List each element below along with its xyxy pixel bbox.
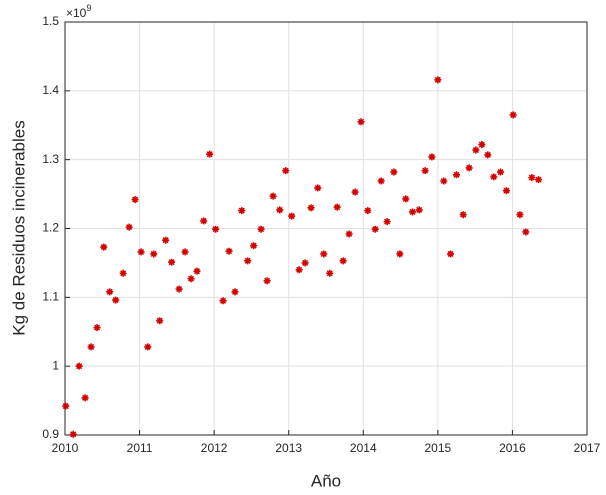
- y-tick-label: 1.4: [42, 83, 59, 97]
- x-tick-label: 2010: [52, 441, 79, 455]
- point: [257, 225, 265, 233]
- point: [175, 285, 183, 293]
- point: [225, 247, 233, 255]
- point: [119, 269, 127, 277]
- point: [415, 206, 423, 214]
- point: [106, 288, 114, 296]
- point: [87, 343, 95, 351]
- point: [263, 277, 271, 285]
- point: [453, 171, 460, 179]
- y-axis-label: Kg de Residuos incinerables: [9, 120, 28, 335]
- y-tick-label: 0.9: [42, 427, 59, 441]
- point: [478, 141, 486, 149]
- point: [295, 266, 303, 274]
- point: [509, 111, 517, 119]
- x-tick-label: 2015: [425, 441, 452, 455]
- point: [231, 288, 239, 296]
- point: [269, 192, 277, 200]
- x-axis-label: Año: [311, 471, 341, 490]
- y-tick-label: 1: [52, 358, 59, 372]
- point: [490, 173, 498, 181]
- point: [371, 225, 379, 233]
- point: [484, 151, 492, 159]
- y-tick-label: 1.2: [42, 221, 59, 235]
- point: [206, 150, 214, 158]
- point: [357, 118, 365, 126]
- point: [144, 343, 152, 351]
- point: [465, 164, 473, 172]
- point: [459, 211, 467, 219]
- point: [326, 269, 334, 277]
- point: [516, 211, 524, 219]
- y-tick-label: 1.1: [42, 290, 59, 304]
- point: [193, 267, 201, 275]
- point: [364, 207, 372, 215]
- point: [390, 168, 398, 176]
- point: [93, 324, 101, 332]
- y-exponent-base: ×10: [66, 6, 87, 20]
- y-exponent-power: 9: [86, 3, 91, 13]
- x-tick-label: 2011: [127, 441, 153, 455]
- point: [402, 195, 410, 203]
- y-tick-label: 1.5: [42, 14, 59, 28]
- point: [288, 212, 296, 220]
- point: [81, 394, 89, 402]
- point: [314, 184, 322, 192]
- point: [345, 230, 353, 238]
- point: [282, 167, 290, 175]
- point: [162, 236, 170, 244]
- point: [528, 174, 536, 182]
- point: [137, 248, 145, 256]
- point: [62, 402, 70, 410]
- point: [339, 257, 347, 265]
- y-exponent: ×109: [66, 3, 91, 20]
- point: [150, 250, 158, 258]
- y-tick-label: 1.3: [42, 152, 59, 166]
- point: [301, 259, 309, 267]
- x-tick-label: 2014: [350, 441, 377, 455]
- point: [212, 225, 220, 233]
- point: [434, 76, 442, 84]
- point: [125, 223, 133, 231]
- x-tick-label: 2016: [499, 441, 526, 455]
- point: [181, 248, 189, 256]
- point: [383, 218, 391, 226]
- point: [244, 257, 252, 265]
- point: [472, 146, 480, 154]
- point: [131, 196, 139, 204]
- point: [276, 206, 284, 214]
- point: [428, 153, 436, 161]
- point: [377, 177, 385, 185]
- point: [320, 250, 328, 258]
- point: [187, 275, 195, 283]
- point: [156, 317, 164, 325]
- point: [522, 228, 530, 236]
- point: [496, 168, 504, 176]
- x-tick-label: 2012: [201, 441, 228, 455]
- point: [69, 430, 77, 438]
- point: [351, 188, 359, 196]
- point: [200, 217, 208, 225]
- point: [440, 177, 448, 185]
- point: [409, 208, 417, 216]
- point: [100, 243, 108, 251]
- x-tick-label: 2017: [574, 441, 601, 455]
- point: [333, 203, 341, 211]
- point: [447, 250, 455, 258]
- point: [238, 207, 246, 215]
- point: [112, 296, 120, 304]
- point: [307, 204, 315, 212]
- point: [396, 250, 404, 258]
- point: [502, 187, 510, 195]
- plot-frame: [64, 21, 588, 436]
- point: [250, 242, 258, 250]
- point: [421, 167, 429, 175]
- point: [535, 176, 543, 184]
- x-tick-label: 2013: [275, 441, 302, 455]
- point: [219, 297, 227, 305]
- point: [75, 362, 83, 370]
- point: [168, 258, 176, 266]
